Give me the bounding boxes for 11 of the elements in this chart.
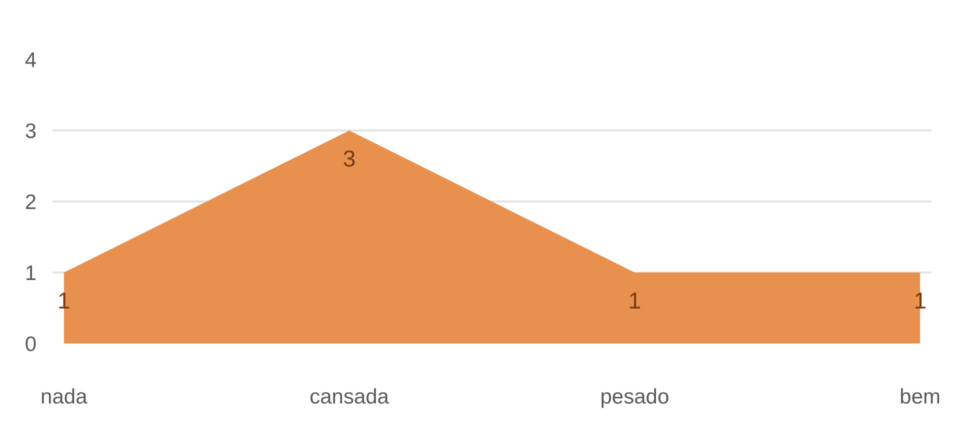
y-tick-label: 2 [24,191,37,214]
x-tick-label: cansada [310,386,390,408]
x-tick-label: bem [900,386,941,408]
y-tick-label: 1 [24,262,37,285]
x-tick-label: pesado [600,386,670,408]
y-tick-label: 0 [24,333,37,356]
data-label: 1 [628,288,642,314]
x-tick-label: nada [40,386,88,408]
y-tick-label: 3 [24,120,37,143]
y-tick-label: 4 [24,49,37,72]
data-label: 3 [342,146,356,172]
